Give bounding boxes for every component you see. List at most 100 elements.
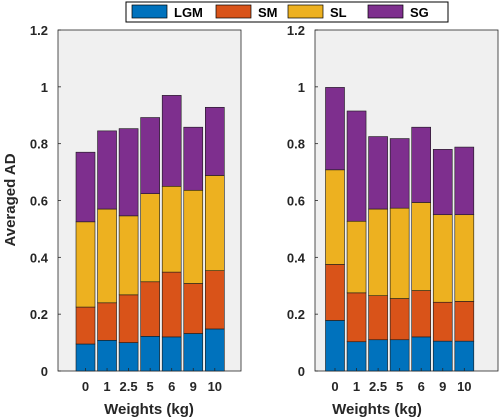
bar-segment-lgm-0 [75, 343, 96, 372]
x-tick-label-9: 9 [439, 379, 446, 394]
bar-segment-lgm-9 [183, 333, 204, 372]
y-tick-label-0: 0 [41, 364, 48, 379]
bar-segment-lgm-1 [346, 341, 367, 372]
bar-segment-sl-2.5 [118, 215, 139, 296]
bar-segment-sg-6 [161, 95, 182, 187]
x-tick-label-10: 10 [457, 379, 471, 394]
bar-segment-sg-1 [346, 110, 367, 222]
bar-segment-lgm-9 [432, 340, 453, 372]
bar-segment-sg-9 [432, 149, 453, 216]
bar-segment-sl-5 [389, 207, 410, 299]
legend-swatch-sg [367, 4, 404, 19]
right-x-ticks: 0 1 2.5 5 6 9 10 [331, 368, 472, 394]
y-tick-label-0.2: 0.2 [287, 307, 305, 322]
y-tick-label-0.8: 0.8 [287, 137, 305, 152]
bar-segment-sg-2.5 [368, 136, 388, 210]
x-tick-label-1: 1 [353, 379, 360, 394]
right-y-ticks: 0 0.2 0.4 0.6 0.8 1 1.2 [287, 23, 318, 379]
left-y-ticks: 0 0.2 0.4 0.6 0.8 1 1.2 [30, 23, 61, 379]
bar-segment-sl-2.5 [368, 208, 388, 296]
x-tick-label-1: 1 [103, 379, 110, 394]
right-x-axis-label: Weights (kg) [332, 401, 422, 418]
left-chart-panel: 00.20.40.60.811.2 0 1 2.5 5 6 9 10 Weights (kg… [2, 23, 242, 418]
legend: LGM SM SL SG [125, 1, 449, 23]
bar-segment-sm-0 [325, 264, 345, 321]
left-y-axis-label: Averaged AD [2, 153, 19, 246]
left-bars [75, 95, 225, 372]
y-tick-label-1.2: 1.2 [30, 23, 48, 38]
bar-segment-lgm-5 [389, 339, 410, 372]
x-tick-label-10: 10 [208, 379, 222, 394]
bar-segment-sl-9 [432, 214, 453, 303]
bar-segment-sl-1 [346, 220, 367, 294]
legend-swatch-lgm [131, 4, 168, 19]
bar-segment-sl-1 [97, 208, 117, 304]
y-tick-label-0.4: 0.4 [287, 250, 306, 265]
y-tick-label-0.6: 0.6 [30, 194, 48, 209]
x-tick-label-6: 6 [418, 379, 425, 394]
legend-label-sm: SM [258, 5, 278, 20]
bar-segment-sm-1 [346, 292, 367, 343]
x-tick-label-5: 5 [147, 379, 154, 394]
bar-segment-lgm-6 [161, 336, 182, 372]
x-tick-label-0: 0 [331, 379, 338, 394]
bar-segment-sg-5 [140, 117, 160, 194]
bar-segment-sm-2.5 [118, 294, 139, 343]
bar-segment-sl-6 [161, 185, 182, 273]
bar-segment-sl-6 [411, 202, 432, 291]
left-x-ticks: 0 1 2.5 5 6 9 10 [82, 368, 222, 394]
y-tick-label-0.6: 0.6 [287, 194, 305, 209]
bar-segment-lgm-2.5 [368, 339, 388, 372]
bar-segment-sg-10 [205, 106, 225, 176]
bar-segment-lgm-1 [97, 340, 117, 372]
x-tick-label-0: 0 [82, 379, 89, 394]
bar-segment-sm-2.5 [368, 295, 388, 341]
bar-segment-sm-6 [161, 271, 182, 338]
bar-segment-sg-10 [454, 146, 475, 216]
y-tick-label-1: 1 [41, 80, 48, 95]
y-tick-label-0.8: 0.8 [30, 137, 48, 152]
bar-segment-lgm-10 [205, 328, 225, 372]
y-tick-label-0.4: 0.4 [30, 250, 49, 265]
legend-swatch-sl [287, 4, 324, 19]
bar-segment-sg-6 [411, 126, 432, 203]
left-x-axis-label: Weights (kg) [104, 401, 194, 418]
bar-segment-lgm-10 [454, 340, 475, 372]
x-tick-label-6: 6 [168, 379, 175, 394]
bar-segment-sg-0 [75, 151, 96, 223]
x-tick-label-9: 9 [190, 379, 197, 394]
bar-segment-sl-0 [75, 221, 96, 308]
bar-segment-lgm-2.5 [118, 342, 139, 372]
bar-segment-sm-5 [389, 298, 410, 341]
y-tick-label-0: 0 [298, 364, 305, 379]
bar-segment-sl-0 [325, 169, 345, 265]
bar-segment-lgm-5 [140, 336, 160, 372]
bar-segment-sg-5 [389, 138, 410, 209]
x-tick-label-5: 5 [396, 379, 403, 394]
x-tick-label-2.5: 2.5 [120, 379, 138, 394]
y-tick-label-1.2: 1.2 [287, 23, 305, 38]
bar-segment-sm-1 [97, 302, 117, 341]
bar-segment-sl-9 [183, 189, 204, 284]
x-tick-label-2.5: 2.5 [369, 379, 387, 394]
legend-box [125, 1, 449, 23]
legend-label-sl: SL [330, 5, 347, 20]
bar-segment-sm-6 [411, 290, 432, 338]
bar-segment-sg-1 [97, 130, 117, 210]
bar-segment-sl-10 [205, 175, 225, 271]
bar-segment-sm-10 [205, 270, 225, 330]
bar-segment-lgm-6 [411, 336, 432, 372]
bar-segment-sm-9 [432, 301, 453, 342]
bar-segment-sg-9 [183, 126, 204, 191]
bar-segment-sg-2.5 [118, 128, 139, 217]
right-bars [325, 87, 475, 372]
bar-segment-sm-10 [454, 301, 475, 342]
bar-segment-sl-10 [454, 214, 475, 302]
bar-segment-sm-0 [75, 306, 96, 345]
legend-label-sg: SG [410, 5, 429, 20]
bar-segment-sl-5 [140, 193, 160, 283]
right-chart-panel: 00.20.40.60.811.2 0 1 2.5 5 6 9 10 Weights (kg… [287, 23, 499, 418]
legend-swatch-sm [215, 4, 252, 19]
y-tick-label-1: 1 [298, 80, 305, 95]
